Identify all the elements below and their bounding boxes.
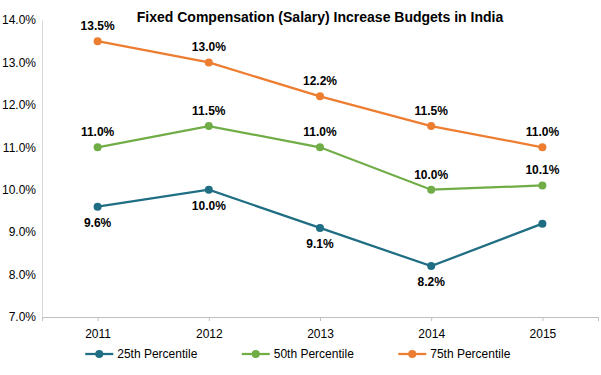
y-tick: 14.0% bbox=[2, 13, 42, 27]
legend: 25th Percentile 50th Percentile 75th Perce… bbox=[85, 347, 510, 361]
y-tick-label: 7.0% bbox=[9, 310, 37, 324]
y-tick-label: 9.0% bbox=[9, 225, 37, 239]
legend-item: 25th Percentile bbox=[85, 347, 197, 361]
x-tick-mark bbox=[98, 317, 99, 321]
legend-item: 75th Percentile bbox=[398, 347, 510, 361]
x-tick: 2014 bbox=[418, 317, 445, 341]
point bbox=[94, 203, 102, 211]
point bbox=[427, 122, 435, 130]
data-label: 11.5% bbox=[192, 104, 226, 118]
x-axis: 2011 2012 2013 2014 2015 bbox=[43, 317, 599, 341]
x-tick-label: 2012 bbox=[196, 327, 223, 341]
y-tick-label: 11.0% bbox=[3, 141, 36, 155]
legend-label: 25th Percentile bbox=[117, 347, 197, 361]
y-tick: 9.0% bbox=[9, 225, 42, 239]
y-axis: 7.0% 8.0% 9.0% 10.0% 11.0% 12.0% 13.0% 14.0% bbox=[2, 13, 43, 324]
data-label: 10.1% bbox=[525, 163, 559, 177]
legend-marker bbox=[408, 350, 416, 358]
x-tick-label: 2014 bbox=[418, 327, 445, 341]
y-tick: 12.0% bbox=[2, 98, 42, 112]
x-tick-mark bbox=[209, 317, 210, 321]
data-label: 11.0% bbox=[303, 125, 337, 139]
data-label: 13.5% bbox=[81, 19, 115, 33]
chart: 7.0% 8.0% 9.0% 10.0% 11.0% 12.0% 13.0% 14.0% 201… bbox=[0, 0, 601, 375]
point bbox=[427, 262, 435, 270]
y-tick: 7.0% bbox=[9, 310, 42, 324]
legend-label: 75th Percentile bbox=[430, 347, 510, 361]
data-label: 11.0% bbox=[81, 125, 115, 139]
x-tick: 2015 bbox=[530, 317, 557, 341]
point bbox=[94, 37, 102, 45]
series bbox=[94, 186, 547, 270]
x-axis-line bbox=[43, 318, 599, 322]
x-tick-mark bbox=[542, 317, 543, 321]
title: Fixed Compensation (Salary) Increase Bud… bbox=[137, 9, 504, 25]
data-label: 9.1% bbox=[306, 237, 334, 251]
series bbox=[94, 37, 547, 151]
data-label: 13.0% bbox=[192, 40, 226, 54]
y-tick-label: 13.0% bbox=[2, 56, 36, 70]
point bbox=[538, 143, 546, 151]
legend-marker bbox=[252, 350, 260, 358]
legend-item: 50th Percentile bbox=[242, 347, 354, 361]
x-tick-label: 2013 bbox=[307, 327, 334, 341]
point bbox=[316, 224, 324, 232]
marks bbox=[94, 37, 547, 270]
x-tick-label: 2015 bbox=[530, 327, 557, 341]
data-label: 12.2% bbox=[303, 74, 337, 88]
x-tick: 2013 bbox=[307, 317, 334, 341]
line bbox=[98, 190, 543, 266]
data-label: 9.6% bbox=[84, 216, 112, 230]
data-label: 11.0% bbox=[526, 125, 560, 139]
y-tick-label: 8.0% bbox=[9, 268, 37, 282]
legend-marker bbox=[95, 350, 103, 358]
y-tick: 11.0% bbox=[3, 141, 42, 155]
x-tick-label: 2011 bbox=[85, 327, 111, 341]
point bbox=[538, 181, 546, 189]
y-tick-label: 10.0% bbox=[2, 183, 36, 197]
data-label: 11.5% bbox=[415, 104, 449, 118]
y-tick: 8.0% bbox=[9, 268, 42, 282]
y-tick: 13.0% bbox=[2, 56, 42, 70]
plot: 7.0% 8.0% 9.0% 10.0% 11.0% 12.0% 13.0% 14.0% 201… bbox=[2, 13, 599, 340]
point bbox=[205, 58, 213, 66]
x-tick: 2012 bbox=[196, 317, 223, 341]
point bbox=[205, 122, 213, 130]
data-label: 10.0% bbox=[192, 199, 226, 213]
y-axis-line bbox=[42, 21, 43, 318]
x-tick: 2011 bbox=[85, 317, 111, 341]
data-labels: 9.6% 10.0% 9.1% 8.2% 11.0% 11.5% 11.0% 10.0% 10.… bbox=[81, 19, 560, 289]
line bbox=[98, 41, 543, 147]
series bbox=[94, 122, 547, 194]
y-tick-label: 12.0% bbox=[2, 98, 36, 112]
point bbox=[94, 143, 102, 151]
data-label: 10.0% bbox=[414, 168, 448, 182]
y-tick: 10.0% bbox=[2, 183, 42, 197]
x-tick-mark bbox=[320, 317, 321, 321]
point bbox=[205, 186, 213, 194]
legend-label: 50th Percentile bbox=[274, 347, 354, 361]
point bbox=[316, 143, 324, 151]
y-tick-label: 14.0% bbox=[2, 13, 36, 27]
x-tick-mark bbox=[431, 317, 432, 321]
point bbox=[427, 186, 435, 194]
point bbox=[538, 220, 546, 228]
point bbox=[316, 92, 324, 100]
data-label: 8.2% bbox=[418, 275, 446, 289]
